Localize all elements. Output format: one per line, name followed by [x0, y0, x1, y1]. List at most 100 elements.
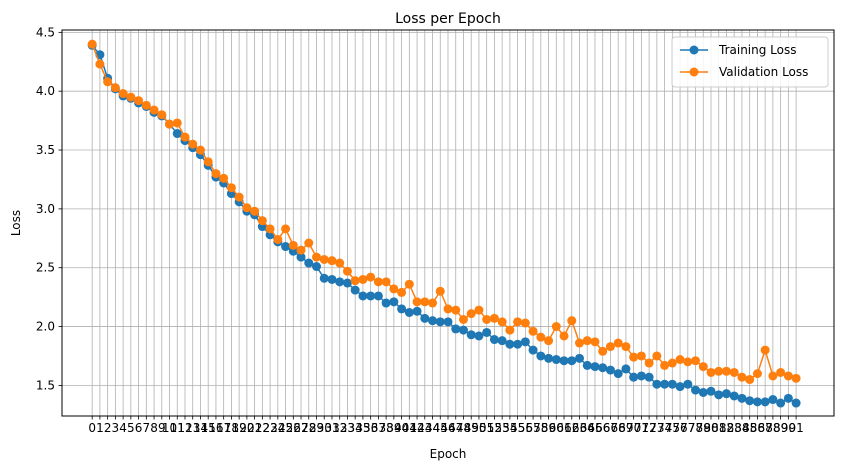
- data-point-validation: [157, 110, 167, 120]
- x-tick-label: 84: [734, 421, 749, 435]
- data-point-training: [312, 262, 321, 272]
- data-point-training: [458, 325, 468, 335]
- x-tick-label: 72: [641, 421, 656, 435]
- x-tick-label: 76: [672, 421, 687, 435]
- data-point-validation: [520, 318, 530, 328]
- data-point-training: [721, 389, 731, 399]
- x-tick-label: 53: [495, 421, 510, 435]
- x-tick-label: 55: [510, 421, 525, 435]
- data-point-training: [567, 356, 577, 366]
- data-point-training: [358, 291, 368, 301]
- x-tick-label: 11: [170, 421, 185, 435]
- x-tick-label: 65: [587, 421, 602, 435]
- x-tick-label: 28: [301, 421, 316, 435]
- x-tick-label: 60: [549, 421, 564, 435]
- x-tick-label: 79: [696, 421, 711, 435]
- x-tick-label: 67: [603, 421, 618, 435]
- data-point-validation: [644, 358, 654, 368]
- data-point-validation: [590, 337, 600, 347]
- data-point-validation: [605, 342, 615, 352]
- data-point-training: [760, 397, 770, 407]
- data-point-training: [590, 362, 600, 372]
- data-point-training: [660, 379, 670, 389]
- data-point-validation: [752, 369, 762, 379]
- data-point-validation: [327, 256, 337, 266]
- data-point-validation: [675, 355, 685, 365]
- x-axis-label: Epoch: [430, 447, 467, 461]
- x-tick-label: 51: [479, 421, 494, 435]
- x-tick-label: 40: [394, 421, 409, 435]
- data-point-validation: [412, 297, 422, 307]
- data-point-validation: [273, 234, 283, 244]
- data-point-validation: [567, 316, 577, 326]
- y-tick-label: 3.5: [36, 143, 55, 157]
- legend-box: [671, 36, 829, 88]
- data-point-validation: [149, 105, 159, 115]
- data-point-training: [327, 274, 337, 284]
- data-point-validation: [513, 317, 523, 327]
- data-point-training: [412, 306, 422, 316]
- series-layer: [87, 39, 801, 408]
- series-validation: [87, 39, 801, 385]
- x-tick-label: 32: [332, 421, 347, 435]
- data-point-validation: [296, 245, 306, 255]
- data-point-validation: [667, 358, 677, 368]
- x-tick-label: 19: [232, 421, 247, 435]
- data-point-validation: [482, 315, 492, 324]
- x-tick-label: 17: [216, 421, 231, 435]
- data-point-training: [636, 371, 646, 381]
- data-point-training: [752, 397, 762, 407]
- data-point-validation: [373, 277, 383, 287]
- x-tick-label: 57: [525, 421, 540, 435]
- x-tick-label: 5: [127, 421, 135, 435]
- data-point-validation: [451, 305, 461, 315]
- data-point-training: [629, 372, 639, 382]
- data-point-training: [644, 372, 654, 382]
- data-point-validation: [714, 366, 724, 376]
- data-point-validation: [281, 224, 291, 234]
- data-point-training: [667, 379, 677, 389]
- y-tick-label: 3.0: [36, 202, 55, 216]
- x-tick-label: 36: [363, 421, 378, 435]
- data-point-training: [451, 324, 461, 334]
- x-tick-label: 54: [502, 421, 517, 435]
- x-tick-label: 46: [440, 421, 455, 435]
- data-point-training: [366, 291, 376, 301]
- x-tick-label: 83: [727, 421, 742, 435]
- data-point-training: [350, 285, 360, 295]
- data-point-validation: [188, 139, 198, 149]
- data-point-validation: [257, 216, 267, 226]
- data-point-training: [381, 298, 391, 308]
- data-point-training: [482, 327, 492, 337]
- data-point-validation: [489, 313, 499, 323]
- x-tick-label: 87: [758, 421, 773, 435]
- data-point-validation: [598, 346, 608, 356]
- data-point-validation: [629, 352, 639, 362]
- y-axis-label: Loss: [9, 210, 23, 236]
- data-point-validation: [745, 375, 755, 385]
- data-point-validation: [458, 315, 468, 324]
- x-tick-label: 50: [471, 421, 486, 435]
- data-point-training: [528, 345, 538, 355]
- data-point-validation: [95, 59, 105, 69]
- data-point-training: [791, 398, 801, 408]
- data-point-training: [474, 331, 484, 341]
- x-tick-label: 10: [162, 421, 177, 435]
- data-point-training: [428, 316, 438, 326]
- x-tick-label: 2: [104, 421, 112, 435]
- data-point-training: [389, 297, 399, 307]
- data-point-training: [783, 393, 793, 403]
- data-point-validation: [613, 338, 623, 348]
- data-point-validation: [250, 206, 260, 216]
- x-tick-label: 30: [317, 421, 332, 435]
- legend-marker-validation: [689, 67, 699, 77]
- x-tick-label: 52: [487, 421, 502, 435]
- data-point-training: [551, 355, 561, 365]
- data-point-validation: [242, 203, 252, 213]
- legend: Training Loss Validation Loss: [671, 36, 829, 88]
- x-tick-label: 73: [649, 421, 664, 435]
- data-point-validation: [110, 83, 120, 93]
- data-point-validation: [226, 183, 236, 193]
- data-point-validation: [172, 118, 182, 128]
